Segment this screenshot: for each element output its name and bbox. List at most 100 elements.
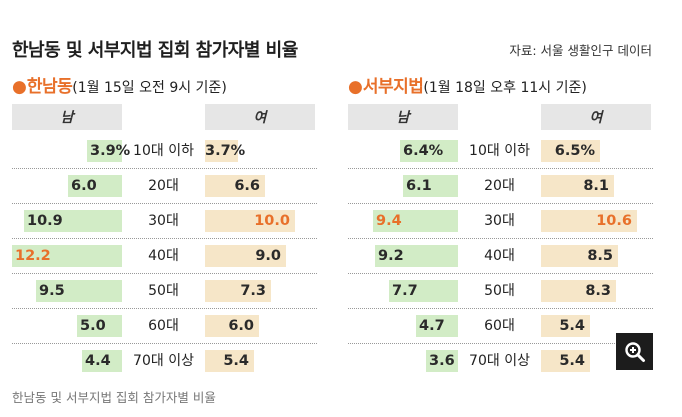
- bullet-dot-icon: ●: [12, 77, 27, 97]
- male-bar: [68, 175, 122, 197]
- age-group-label: 20대: [484, 178, 515, 194]
- chart-title: 한남동 및 서부지법 집회 참가자별 비율: [12, 40, 298, 61]
- panel-subtitle: (1월 15일 오전 9시 기준): [72, 80, 227, 96]
- male-value-label: 6.4%: [403, 143, 444, 159]
- female-bar: [205, 140, 238, 162]
- male-value-label: 12.2: [15, 248, 51, 264]
- row-divider: [348, 168, 653, 169]
- row-divider: [12, 168, 317, 169]
- male-bar: [375, 245, 458, 267]
- table-row: 6.4% 10대 이하 6.5%: [348, 134, 653, 169]
- row-divider: [12, 238, 317, 239]
- panel-header: ●한남동(1월 15일 오전 9시 기준): [12, 72, 227, 98]
- table-row: 9.4 30대 10.6: [348, 204, 653, 239]
- age-group-label: 70대 이상: [469, 353, 530, 369]
- female-bar: [541, 280, 616, 302]
- table-row: 6.0 20대 6.6: [12, 169, 317, 204]
- table-row: 7.7 50대 8.3: [348, 274, 653, 309]
- age-group-label: 30대: [148, 213, 179, 229]
- female-value-label: 3.7%: [205, 143, 246, 159]
- age-group-label: 40대: [484, 248, 515, 264]
- male-value-label: 5.0: [80, 318, 106, 334]
- female-header: 여: [541, 104, 651, 130]
- row-divider: [12, 343, 317, 344]
- panel-hannam: ●한남동(1월 15일 오전 9시 기준) 남 여 3.9% 10대 이하 3.7%…: [12, 72, 317, 375]
- table-row: 5.0 60대 6.0: [12, 309, 317, 344]
- panel-title: 한남동: [26, 77, 73, 97]
- female-bar: [541, 175, 614, 197]
- row-divider: [348, 308, 653, 309]
- male-value-label: 6.1: [406, 178, 432, 194]
- male-value-label: 9.2: [378, 248, 404, 264]
- male-value-label: 3.9%: [90, 143, 131, 159]
- female-bar: [205, 280, 271, 302]
- male-bar: [87, 140, 122, 162]
- bullet-dot-icon: ●: [348, 77, 363, 97]
- male-bar: [426, 350, 458, 372]
- male-header: 남: [348, 104, 458, 130]
- female-bar: [205, 315, 259, 337]
- male-bar: [36, 280, 122, 302]
- male-value-label: 4.7: [419, 318, 445, 334]
- male-bar: [416, 315, 458, 337]
- table-row: 12.2 40대 9.0: [12, 239, 317, 274]
- age-group-label: 50대: [484, 283, 515, 299]
- table-row: 4.7 60대 5.4: [348, 309, 653, 344]
- female-value-label: 6.5%: [554, 143, 595, 159]
- panel-title: 서부지법: [362, 77, 424, 97]
- row-divider: [12, 203, 317, 204]
- male-value-label: 6.0: [71, 178, 97, 194]
- male-value-label: 3.6: [429, 353, 455, 369]
- female-value-label: 5.4: [559, 353, 585, 369]
- table-row: 3.6 70대 이상 5.4: [348, 344, 653, 379]
- male-value-label: 7.7: [392, 283, 418, 299]
- male-value-label: 9.4: [376, 213, 402, 229]
- female-value-label: 5.4: [223, 353, 249, 369]
- female-bar: [541, 315, 590, 337]
- male-bar: [12, 245, 122, 267]
- zoom-button[interactable]: [616, 333, 653, 370]
- female-bar: [541, 245, 618, 267]
- male-bar: [24, 210, 122, 232]
- male-header: 남: [12, 104, 122, 130]
- row-divider: [12, 308, 317, 309]
- table-row: 6.1 20대 8.1: [348, 169, 653, 204]
- female-bar: [205, 175, 265, 197]
- age-group-label: 70대 이상: [133, 353, 194, 369]
- male-bar: [82, 350, 122, 372]
- female-bar: [541, 210, 637, 232]
- male-bar: [400, 140, 458, 162]
- female-value-label: 10.6: [596, 213, 632, 229]
- female-header: 여: [205, 104, 315, 130]
- female-value-label: 8.5: [587, 248, 613, 264]
- female-bar: [205, 350, 254, 372]
- table-row: 3.9% 10대 이하 3.7%: [12, 134, 317, 169]
- row-divider: [348, 238, 653, 239]
- female-bar: [205, 210, 295, 232]
- female-bar: [541, 350, 590, 372]
- male-bar: [77, 315, 122, 337]
- magnifier-plus-icon: [624, 341, 645, 362]
- row-divider: [348, 343, 653, 344]
- table-row: 9.2 40대 8.5: [348, 239, 653, 274]
- age-group-label: 40대: [148, 248, 179, 264]
- table-row: 9.5 50대 7.3: [12, 274, 317, 309]
- male-value-label: 4.4: [85, 353, 111, 369]
- female-bar: [205, 245, 286, 267]
- panel-seobu: ●서부지법(1월 18일 오후 11시 기준) 남 여 6.4% 10대 이하 6.…: [348, 72, 653, 375]
- caption: 한남동 및 서부지법 집회 참가자별 비율: [12, 390, 216, 405]
- male-bar: [403, 175, 458, 197]
- female-value-label: 7.3: [240, 283, 266, 299]
- female-value-label: 10.0: [254, 213, 290, 229]
- female-value-label: 6.6: [234, 178, 260, 194]
- age-group-label: 10대 이하: [133, 143, 194, 159]
- age-group-label: 30대: [484, 213, 515, 229]
- male-bar: [389, 280, 458, 302]
- male-value-label: 10.9: [27, 213, 63, 229]
- age-group-label: 60대: [484, 318, 515, 334]
- row-divider: [348, 273, 653, 274]
- table-row: 10.9 30대 10.0: [12, 204, 317, 239]
- female-value-label: 8.3: [585, 283, 611, 299]
- table-row: 4.4 70대 이상 5.4: [12, 344, 317, 379]
- age-group-label: 50대: [148, 283, 179, 299]
